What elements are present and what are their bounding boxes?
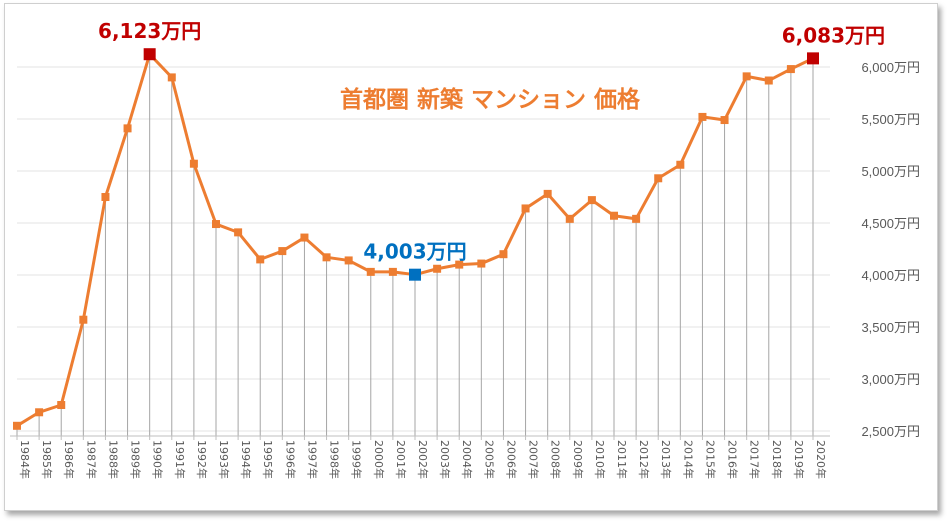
data-point <box>433 264 442 273</box>
x-tick-label: 1987年 <box>84 440 98 479</box>
x-tick-label: 1988年 <box>106 440 120 479</box>
data-point <box>455 260 464 269</box>
x-tick-label: 2011年 <box>615 440 629 479</box>
data-point <box>610 211 618 220</box>
data-point <box>101 193 110 201</box>
series-markers <box>13 48 819 430</box>
data-point <box>742 72 751 81</box>
x-tick-label: 2008年 <box>549 440 563 479</box>
y-tick-label: 4,000万円 <box>861 268 920 283</box>
x-tick-label: 1984年 <box>18 440 32 479</box>
x-tick-label: 2020年 <box>814 440 828 479</box>
y-tick-label: 4,500万円 <box>861 216 920 231</box>
x-tick-label: 2006年 <box>504 440 518 479</box>
chart-title: 首都圏 新築 マンション 価格 <box>340 86 641 113</box>
data-point <box>344 256 353 265</box>
callouts: 6,123万円 4,003万円 6,083万円 <box>98 19 885 263</box>
y-tick-label: 5,000万円 <box>861 164 920 179</box>
x-tick-label: 2010年 <box>593 440 607 479</box>
x-tick-label: 2003年 <box>438 440 452 479</box>
x-tick-label: 2005年 <box>482 440 496 479</box>
y-tick-label: 6,000万円 <box>861 60 920 75</box>
data-point <box>654 174 663 183</box>
chart-frame <box>4 3 938 511</box>
data-point <box>234 228 243 237</box>
gridlines <box>17 66 830 432</box>
x-tick-label: 1985年 <box>40 440 54 479</box>
x-tick-label: 2001年 <box>394 440 408 479</box>
y-tick-label: 2,500万円 <box>861 424 920 439</box>
data-point <box>57 401 66 409</box>
x-tick-label: 1994年 <box>239 440 253 479</box>
x-tick-label: 2000年 <box>372 440 386 479</box>
x-tick-label: 1991年 <box>173 440 187 479</box>
data-point <box>587 196 596 205</box>
x-tick-label: 2007年 <box>527 440 541 479</box>
x-tick-label: 2002年 <box>416 440 430 479</box>
data-point <box>388 267 397 276</box>
x-tick-label: 2004年 <box>460 440 474 479</box>
x-tick-label: 2018年 <box>770 440 784 479</box>
x-tick-label: 2016年 <box>726 440 740 479</box>
x-tick-label: 1990年 <box>151 440 165 479</box>
data-point <box>322 253 331 262</box>
y-tick-label: 3,000万円 <box>861 372 920 387</box>
x-tick-label: 1993年 <box>217 440 231 479</box>
data-point <box>79 315 88 324</box>
x-tick-label: 2013年 <box>659 440 673 479</box>
x-tick-label: 1995年 <box>261 440 275 479</box>
x-tick-label: 1997年 <box>305 440 319 479</box>
data-point <box>632 214 641 223</box>
x-tick-label: 1992年 <box>195 440 209 479</box>
callout-label: 6,123万円 <box>98 19 201 43</box>
data-point <box>521 204 530 213</box>
highlight-marker <box>143 48 156 61</box>
x-tick-label: 2015年 <box>703 440 717 479</box>
x-tick-label: 1999年 <box>350 440 364 479</box>
data-point <box>499 250 508 259</box>
data-point <box>167 73 176 82</box>
x-tick-label: 1989年 <box>129 440 143 479</box>
data-point <box>366 267 375 276</box>
data-point <box>256 255 265 264</box>
y-axis: 2,500万円 3,000万円 3,500万円 4,000万円 4,500万円 5,000… <box>861 60 920 439</box>
data-point <box>35 408 44 417</box>
drop-lines <box>16 54 814 436</box>
data-point <box>123 124 132 133</box>
data-point <box>698 112 707 121</box>
data-point <box>543 189 552 198</box>
data-point <box>565 214 574 223</box>
data-point <box>764 76 773 85</box>
x-tick-label: 2012年 <box>637 440 651 479</box>
highlight-marker <box>409 268 421 281</box>
data-point <box>786 65 795 74</box>
highlight-marker <box>807 52 819 65</box>
callout-label: 4,003万円 <box>363 240 466 264</box>
x-tick-label: 1998年 <box>328 440 342 479</box>
data-point <box>300 233 309 242</box>
x-tick-label: 2014年 <box>681 440 695 479</box>
data-point <box>477 259 486 268</box>
x-tick-label: 1986年 <box>62 440 76 479</box>
x-tick-label: 2017年 <box>748 440 762 479</box>
x-tick-label: 2009年 <box>571 440 585 479</box>
x-axis: 1984年 1985年 1986年 1987年 1988年 1989年 1990年 1991年… <box>10 435 830 479</box>
x-tick-label: 1996年 <box>283 440 297 479</box>
data-point <box>720 116 729 125</box>
data-point <box>278 247 287 256</box>
data-point <box>189 159 198 168</box>
y-tick-label: 5,500万円 <box>861 112 920 127</box>
callout-label: 6,083万円 <box>782 23 885 47</box>
data-point <box>676 160 685 169</box>
x-tick-label: 2019年 <box>792 440 806 479</box>
data-point <box>212 220 220 229</box>
data-point <box>13 421 21 430</box>
y-tick-label: 3,500万円 <box>861 320 920 335</box>
